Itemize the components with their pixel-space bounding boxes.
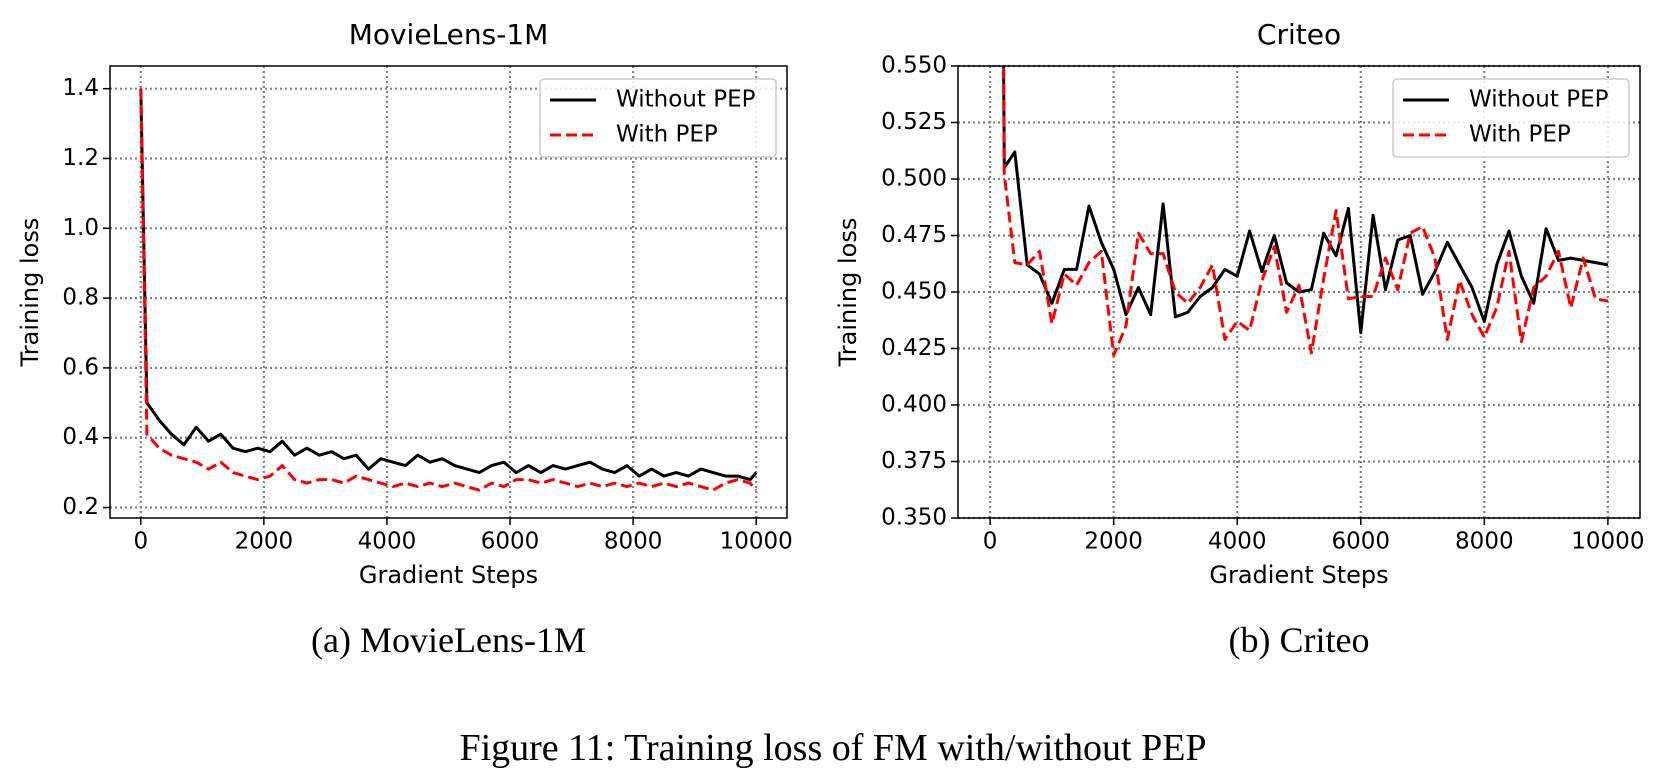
subcaption: (a) MovieLens-1M xyxy=(311,620,586,660)
legend-label: Without PEP xyxy=(1469,87,1609,113)
legend xyxy=(1392,78,1630,158)
y-tick-label: 0.4 xyxy=(62,424,99,450)
y-tick-label: 0.6 xyxy=(62,354,99,380)
x-tick-label: 0 xyxy=(133,529,148,555)
legend xyxy=(539,78,777,158)
x-tick-label: 8000 xyxy=(1455,529,1514,555)
y-tick-label: 1.4 xyxy=(62,75,99,101)
chart-title: Criteo xyxy=(1257,18,1341,51)
figure-caption: Figure 11: Training loss of FM with/with… xyxy=(459,727,1206,769)
y-tick-label: 0.425 xyxy=(881,335,947,361)
y-tick-label: 0.375 xyxy=(881,448,947,474)
x-tick-label: 10000 xyxy=(1571,529,1644,555)
subcaption: (b) Criteo xyxy=(1229,620,1370,660)
legend-label: With PEP xyxy=(616,122,718,148)
y-tick-label: 0.2 xyxy=(62,494,99,520)
x-tick-label: 2000 xyxy=(235,529,294,555)
y-tick-label: 0.550 xyxy=(881,53,947,79)
x-axis-label: Gradient Steps xyxy=(359,561,538,589)
y-tick-label: 0.500 xyxy=(881,166,947,192)
y-axis-label: Training loss xyxy=(834,218,862,368)
y-tick-label: 1.2 xyxy=(62,145,99,171)
legend-label: Without PEP xyxy=(616,87,756,113)
x-tick-label: 8000 xyxy=(604,529,663,555)
x-axis-label: Gradient Steps xyxy=(1209,561,1388,589)
axes-frame xyxy=(957,65,1641,519)
data-line xyxy=(1002,66,1609,357)
x-tick-label: 10000 xyxy=(720,529,793,555)
y-tick-label: 0.450 xyxy=(881,279,947,305)
chart-title: MovieLens-1M xyxy=(349,18,549,51)
y-tick-label: 1.0 xyxy=(62,215,99,241)
x-tick-label: 6000 xyxy=(481,529,540,555)
y-tick-label: 0.400 xyxy=(881,392,947,418)
x-tick-label: 4000 xyxy=(358,529,417,555)
data-line xyxy=(139,88,758,482)
y-tick-label: 0.475 xyxy=(881,222,947,248)
x-tick-label: 2000 xyxy=(1084,529,1143,555)
axes-frame xyxy=(109,65,788,519)
legend-label: With PEP xyxy=(1469,122,1571,148)
x-tick-label: 4000 xyxy=(1208,529,1267,555)
y-axis-label: Training loss xyxy=(16,218,44,368)
x-tick-label: 0 xyxy=(983,529,998,555)
data-line xyxy=(139,88,758,492)
y-tick-label: 0.350 xyxy=(881,505,947,531)
y-tick-label: 0.525 xyxy=(881,109,947,135)
y-tick-label: 0.8 xyxy=(62,285,99,311)
plot-area xyxy=(1002,66,1609,357)
plot-area xyxy=(139,88,758,492)
x-tick-label: 6000 xyxy=(1332,529,1391,555)
